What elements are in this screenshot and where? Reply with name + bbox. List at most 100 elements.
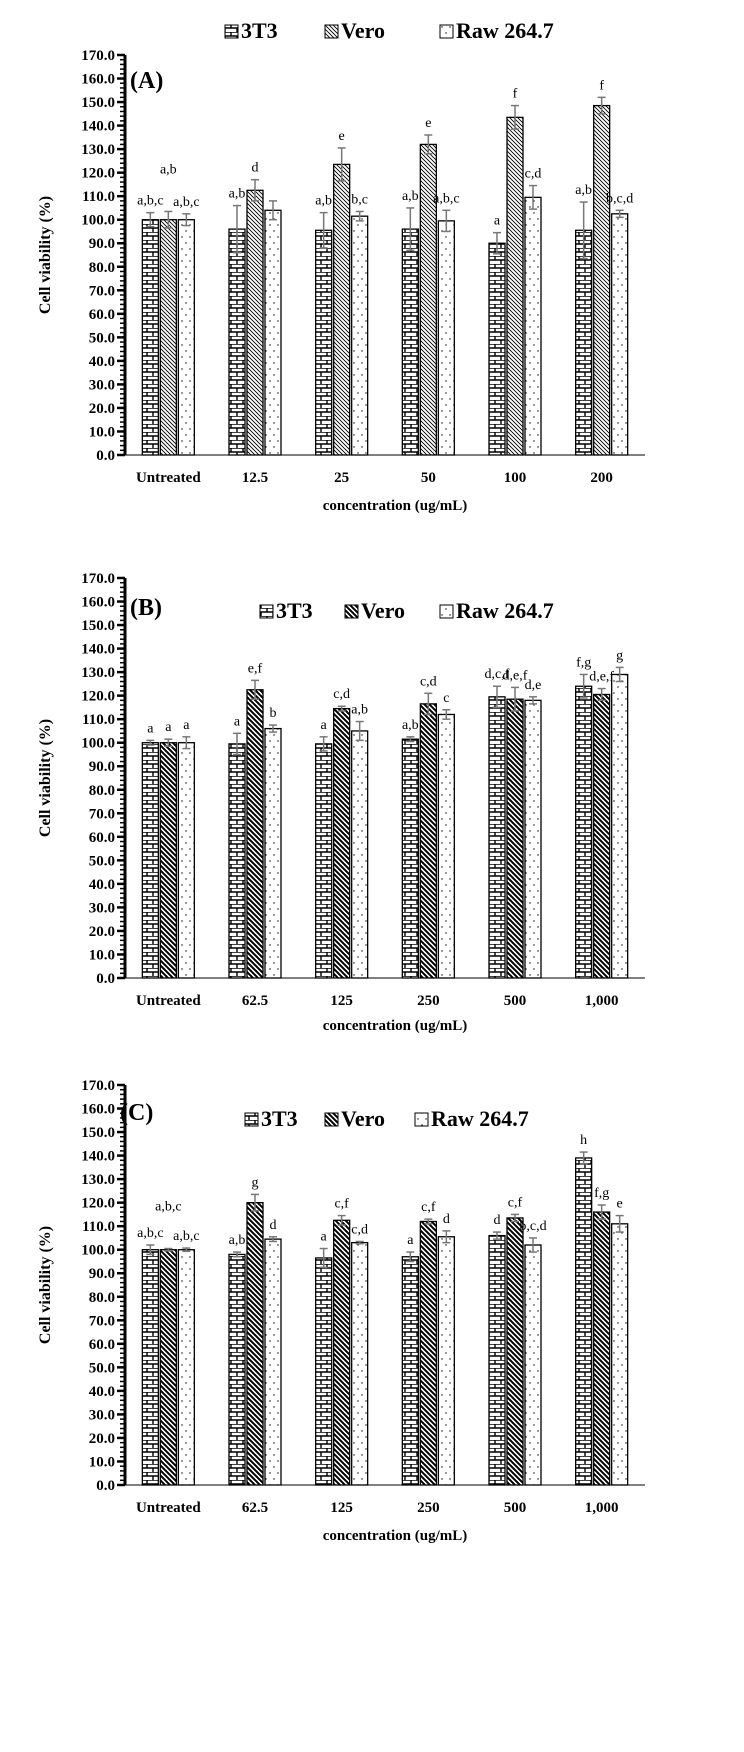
bar-vero: [246, 689, 264, 979]
x-tick-label: 1,000: [585, 1500, 619, 1516]
significance-letter: a: [321, 718, 328, 733]
significance-letter: d: [494, 1213, 501, 1228]
significance-letter: b,c,d: [519, 1219, 546, 1234]
bar-raw-264.7: [437, 713, 455, 979]
legend: 3T3 Vero Raw 264.7: [259, 598, 554, 623]
significance-letter: g: [616, 648, 623, 663]
bar-3t3: [575, 1157, 593, 1486]
significance-letter: h: [580, 1133, 587, 1148]
legend-swatch-3t3: [224, 24, 239, 39]
bar-3t3: [228, 1253, 246, 1486]
significance-letter: a: [234, 714, 241, 729]
bar-3t3: [575, 229, 593, 456]
significance-letter: c,d: [351, 1222, 368, 1237]
significance-letter: a,b: [575, 183, 592, 198]
y-tick-label: 30.0: [89, 1407, 115, 1423]
y-tick-label: 100.0: [81, 213, 115, 229]
y-tick-label: 10.0: [89, 424, 115, 440]
bar-vero: [333, 163, 351, 456]
significance-letter: a: [165, 720, 172, 735]
significance-letter: a: [183, 718, 190, 733]
panel-label: (A): [130, 68, 163, 94]
bar-3t3: [401, 738, 419, 979]
chart-panel-c: 0.0 10.0 20.0 30.0 40.0 50.0 60.0 70.0 80.0 90.0 1…: [37, 1078, 645, 1544]
bar-3t3: [315, 743, 333, 979]
chart-panel-b: 0.0 10.0 20.0 30.0 40.0 50.0 60.0 70.0 80.0 90.0 1…: [37, 571, 645, 1034]
significance-letter: d: [443, 1212, 450, 1227]
x-axis-title: concentration (ug/mL): [323, 1018, 468, 1034]
significance-letter: a,b: [402, 189, 419, 204]
bar-raw-264.7: [177, 1249, 195, 1486]
y-tick-label: 70.0: [89, 806, 115, 822]
significance-letter: a: [494, 214, 501, 229]
x-axis-title: concentration (ug/mL): [323, 498, 468, 514]
panel-label: (C): [120, 1100, 153, 1126]
bar-vero: [419, 1220, 437, 1486]
y-tick-label: 90.0: [89, 759, 115, 775]
significance-letter: c,d: [420, 674, 437, 689]
y-axis-title: Cell viability (%): [37, 719, 54, 837]
legend-label: 3T3: [241, 18, 278, 43]
x-tick-label: 62.5: [242, 993, 268, 1009]
x-tick-label: 125: [330, 993, 353, 1009]
significance-letter: a: [321, 1230, 328, 1245]
chart-panel-a: 0.0 10.0 20.0 30.0 40.0 50.0 60.0 70.0 80.0 90.0 1…: [37, 18, 645, 514]
y-tick-label: 50.0: [89, 330, 115, 346]
bar-raw-264.7: [351, 1241, 369, 1486]
significance-letter: a,b,c: [173, 195, 199, 210]
significance-letter: a: [407, 1233, 414, 1248]
y-tick-label: 130.0: [81, 142, 115, 158]
y-tick-label: 110.0: [82, 712, 115, 728]
significance-letter: b: [270, 706, 277, 721]
bar-raw-264.7: [351, 215, 369, 456]
significance-letter: e: [339, 129, 345, 144]
bar-3t3: [315, 229, 333, 456]
legend-label: 3T3: [261, 1106, 298, 1131]
significance-letter: b,c: [351, 192, 368, 207]
y-tick-label: 100.0: [81, 1243, 115, 1259]
legend: 3T3 Vero Raw 264.7: [244, 1106, 529, 1131]
significance-letter: e: [425, 116, 431, 131]
bar-vero: [506, 116, 524, 456]
bar-vero: [593, 104, 611, 456]
significance-letter: f,g: [594, 1186, 609, 1201]
bar-raw-264.7: [177, 219, 195, 456]
y-tick-label: 170.0: [81, 1078, 115, 1094]
bar-3t3: [141, 742, 159, 979]
y-tick-label: 150.0: [81, 1125, 115, 1141]
significance-letter: d: [252, 161, 259, 176]
y-tick-label: 120.0: [81, 1196, 115, 1212]
y-tick-label: 100.0: [81, 736, 115, 752]
y-tick-label: 160.0: [81, 1102, 115, 1118]
y-tick-label: 130.0: [81, 1172, 115, 1188]
significance-letter: g: [252, 1175, 259, 1190]
x-tick-label: 1,000: [585, 993, 619, 1009]
y-tick-label: 40.0: [89, 877, 115, 893]
x-tick-label: 12.5: [242, 470, 268, 486]
bar-raw-264.7: [611, 673, 629, 979]
significance-letter: c: [443, 691, 449, 706]
significance-letter: a,b,c: [137, 194, 163, 209]
bar-raw-264.7: [264, 727, 282, 979]
bar-raw-264.7: [437, 220, 455, 456]
bar-raw-264.7: [611, 213, 629, 456]
y-tick-label: 90.0: [89, 236, 115, 252]
x-tick-label: 125: [330, 1500, 353, 1516]
y-tick-label: 90.0: [89, 1266, 115, 1282]
legend-label: 3T3: [276, 598, 313, 623]
significance-letter: e: [617, 1197, 623, 1212]
y-tick-label: 110.0: [82, 189, 115, 205]
significance-letter: a,b,c: [433, 191, 459, 206]
y-tick-label: 150.0: [81, 95, 115, 111]
bar-3t3: [228, 743, 246, 979]
significance-letter: c,f: [421, 1200, 436, 1215]
significance-letter: d: [270, 1218, 277, 1233]
bar-vero: [159, 1249, 177, 1486]
y-tick-label: 70.0: [89, 1313, 115, 1329]
bar-3t3: [141, 219, 159, 456]
bar-3t3: [141, 1249, 159, 1486]
y-tick-label: 80.0: [89, 783, 115, 799]
significance-letter: a,b: [229, 1233, 246, 1248]
legend-label: Vero: [341, 18, 385, 43]
